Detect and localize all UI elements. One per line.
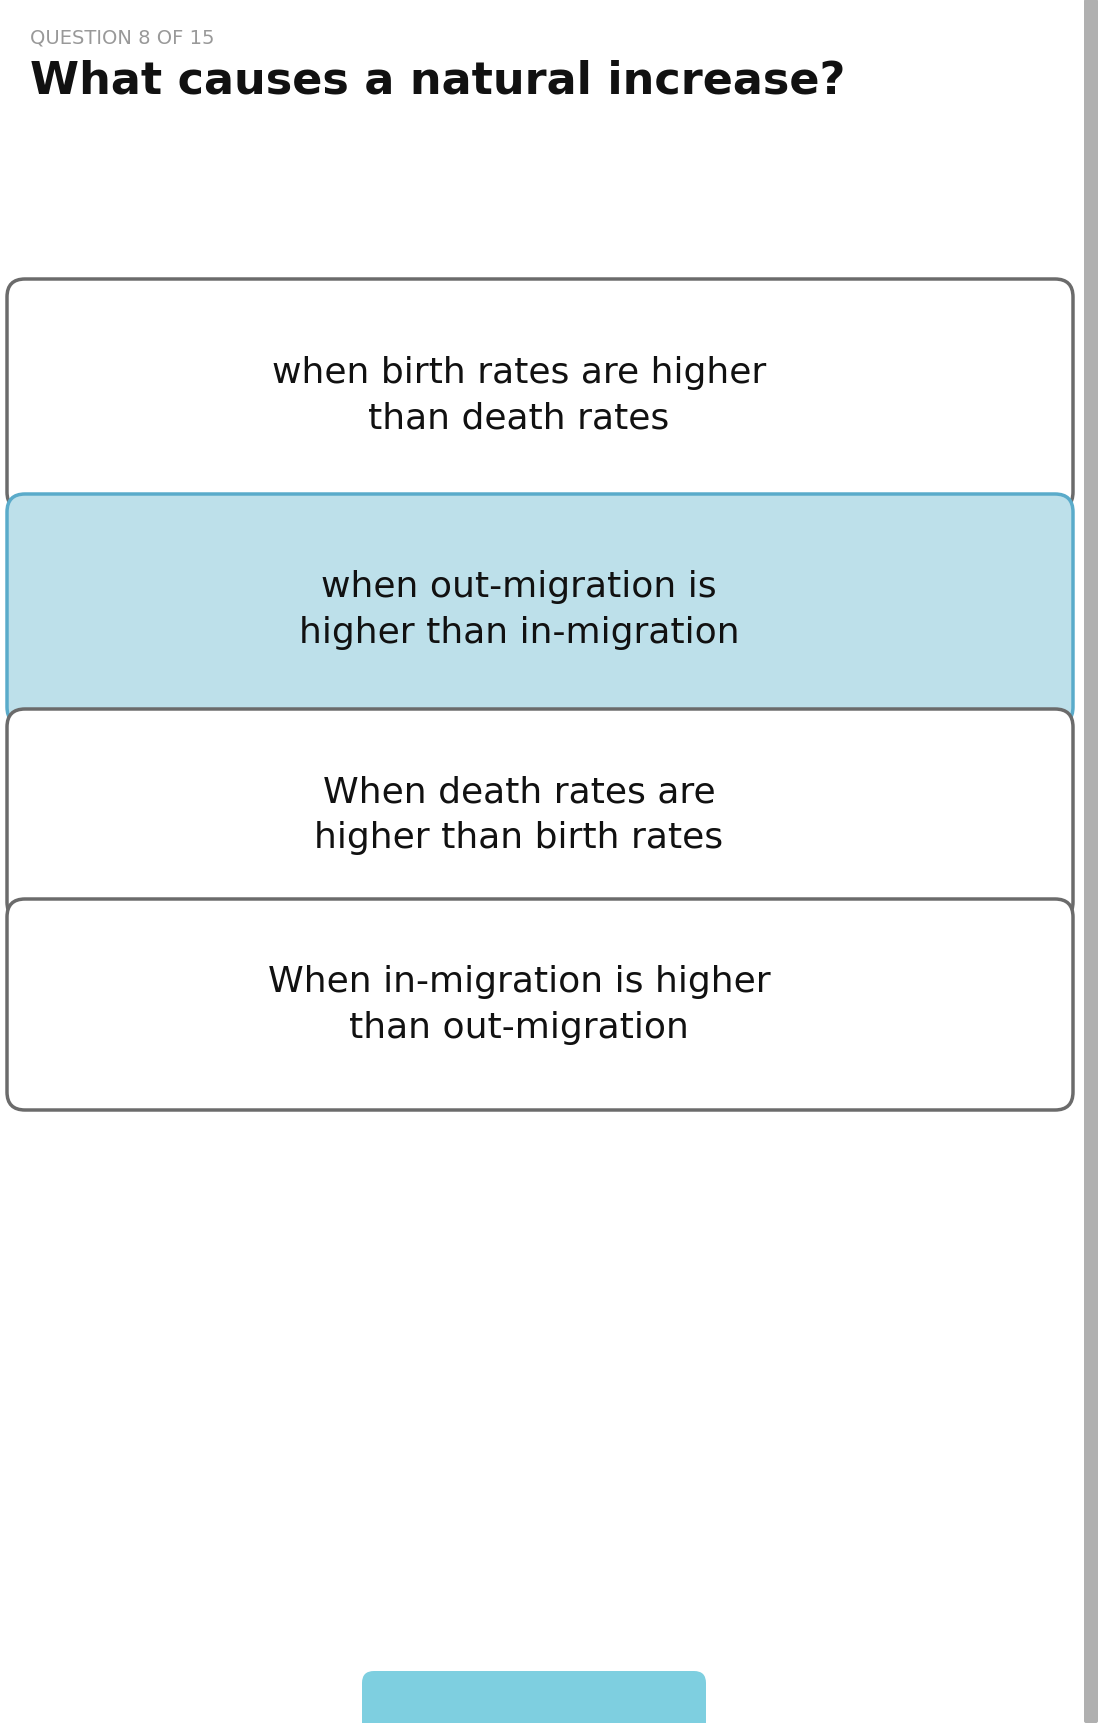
FancyBboxPatch shape: [7, 710, 1073, 920]
Text: When in-migration is higher: When in-migration is higher: [268, 965, 771, 999]
FancyBboxPatch shape: [7, 279, 1073, 510]
FancyBboxPatch shape: [362, 1671, 706, 1723]
Text: QUESTION 8 OF 15: QUESTION 8 OF 15: [30, 28, 214, 47]
Text: When death rates are: When death rates are: [323, 775, 715, 810]
FancyBboxPatch shape: [1084, 0, 1098, 1723]
Text: than out-migration: than out-migration: [349, 1011, 688, 1044]
Text: when birth rates are higher: when birth rates are higher: [272, 355, 766, 389]
Text: What causes a natural increase?: What causes a natural increase?: [30, 60, 845, 103]
FancyBboxPatch shape: [7, 495, 1073, 725]
Text: higher than birth rates: higher than birth rates: [314, 822, 724, 855]
Text: than death rates: than death rates: [368, 401, 670, 436]
FancyBboxPatch shape: [7, 899, 1073, 1110]
Text: when out-migration is: when out-migration is: [322, 570, 717, 605]
Text: higher than in-migration: higher than in-migration: [299, 617, 739, 650]
